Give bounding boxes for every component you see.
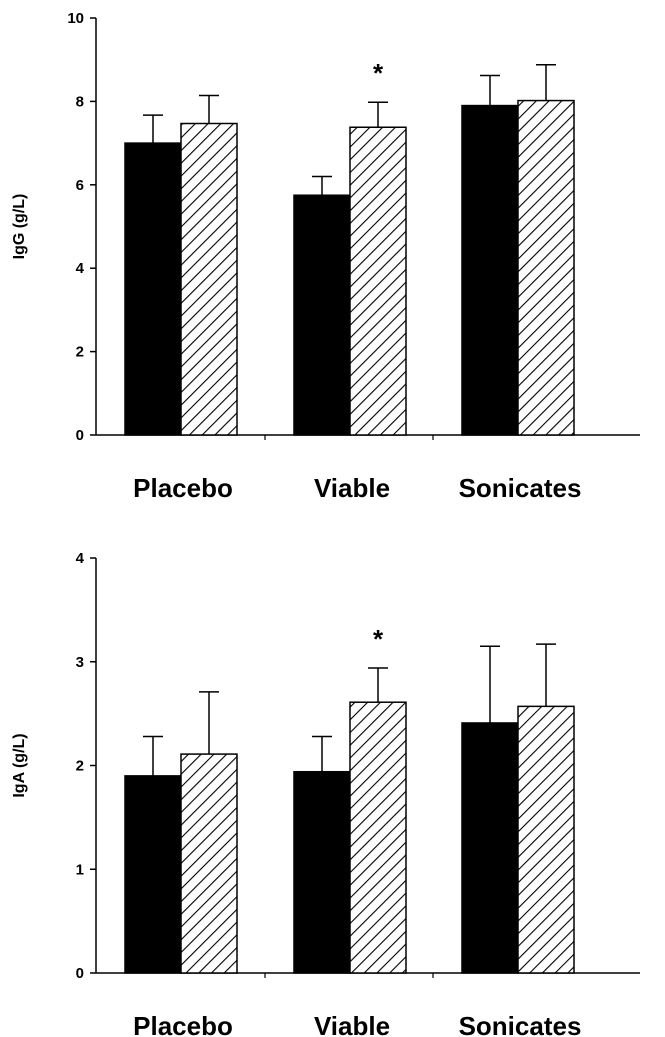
significance-star: * bbox=[373, 58, 384, 88]
bar-hatched-viable bbox=[349, 126, 407, 436]
y-tick-label: 4 bbox=[76, 550, 85, 567]
bar-solid-sonicates bbox=[461, 722, 519, 974]
y-tick-label: 3 bbox=[76, 654, 84, 671]
y-axis-title: IgG (g/L) bbox=[11, 194, 28, 260]
iga-chart: 0 1 2 3 4 IgA (g/L) Placebo Viable Sonicates * bbox=[11, 550, 640, 1037]
bar-solid-sonicates bbox=[461, 104, 519, 436]
y-tick-label: 10 bbox=[67, 10, 84, 27]
y-tick-label: 0 bbox=[76, 427, 84, 444]
bar-solid-viable bbox=[293, 770, 351, 974]
category-label-sonicates: Sonicates bbox=[459, 473, 582, 503]
y-tick-label: 4 bbox=[76, 260, 85, 277]
bar-hatched-sonicates bbox=[517, 99, 575, 436]
y-axis-title: IgA (g/L) bbox=[11, 733, 28, 797]
y-tick-label: 2 bbox=[76, 344, 84, 361]
igg-chart: 0 2 4 6 8 10 IgG (g/L) Placebo Viable Sonicates * bbox=[11, 10, 640, 503]
bar-solid-placebo bbox=[124, 142, 182, 436]
category-label-sonicates: Sonicates bbox=[459, 1011, 582, 1037]
y-tick-label: 6 bbox=[76, 177, 84, 194]
significance-star: * bbox=[373, 624, 384, 654]
bar-hatched-placebo bbox=[180, 753, 238, 974]
bar-hatched-sonicates bbox=[517, 705, 575, 974]
bar-hatched-placebo bbox=[180, 122, 238, 436]
category-label-placebo: Placebo bbox=[133, 473, 233, 503]
y-tick-label: 8 bbox=[76, 93, 84, 110]
bar-solid-viable bbox=[293, 194, 351, 436]
category-label-viable: Viable bbox=[314, 473, 390, 503]
y-tick-label: 1 bbox=[76, 861, 84, 878]
bar-hatched-viable bbox=[349, 701, 407, 974]
y-tick-label: 2 bbox=[76, 758, 84, 775]
y-tick-label: 0 bbox=[76, 965, 84, 982]
category-label-viable: Viable bbox=[314, 1011, 390, 1037]
bar-solid-placebo bbox=[124, 775, 182, 974]
category-label-placebo: Placebo bbox=[133, 1011, 233, 1037]
